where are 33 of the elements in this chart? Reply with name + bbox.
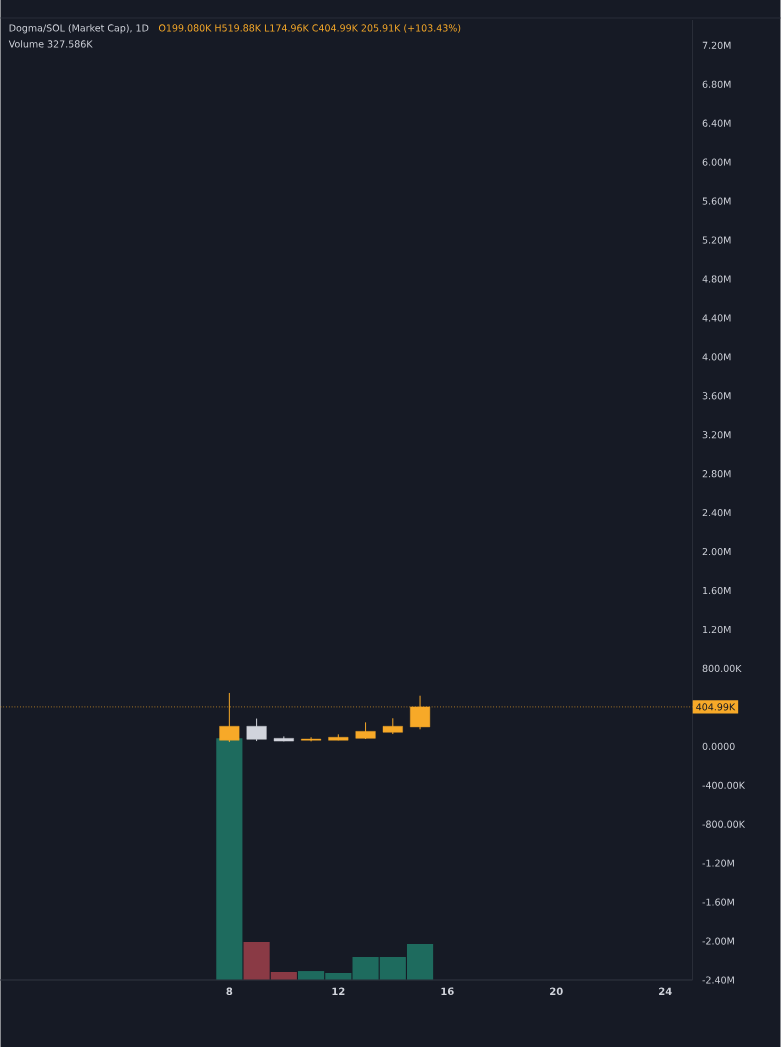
y-tick-label: 800.00K — [702, 664, 742, 673]
y-tick-label: -800.00K — [702, 820, 746, 828]
x-tick-label: 24 — [659, 987, 672, 995]
x-tick-label: 20 — [550, 987, 563, 996]
y-tick-label: -400.00K — [702, 781, 746, 789]
y-tick-label: 3.20M — [702, 431, 731, 439]
y-tick-label: 6.80M — [702, 80, 731, 88]
y-tick-label: 4.80M — [702, 275, 731, 283]
x-tick-label: 12 — [332, 987, 345, 995]
x-tick-label: 8 — [226, 987, 233, 996]
y-tick-label: 7.20M — [702, 41, 731, 49]
y-tick-label: 6.40M — [702, 119, 731, 127]
annotation: O199.080K H519.88K L174.96K C404.99K 205.91K (+103.43%) — [158, 24, 461, 33]
y-tick-label: -1.60M — [702, 898, 734, 906]
y-tick-label: 1.60M — [703, 586, 731, 595]
y-tick-label: 3.60M — [702, 392, 731, 400]
y-tick-label: 2.00M — [702, 548, 731, 556]
y-tick-label: 2.80M — [702, 470, 731, 478]
y-tick-label: 4.40M — [702, 314, 731, 322]
y-tick-label: 0.0000 — [702, 742, 735, 750]
y-tick-label: 6.00M — [702, 158, 731, 166]
y-tick-label: -2.00M — [702, 937, 734, 945]
y-tick-label: 4.00M — [702, 353, 731, 361]
x-tick-label: 16 — [441, 987, 454, 996]
chart-title: Volume 327.586K — [8, 40, 93, 48]
y-tick-label: -1.20M — [702, 859, 734, 867]
y-tick-label: 5.20M — [702, 236, 731, 244]
y-tick-label: 5.60M — [702, 197, 731, 205]
y-tick-label: -2.40M — [702, 976, 734, 984]
ref-line-label: 404.99K — [696, 703, 736, 711]
chart-title: Dogma/SOL (Market Cap), 1D — [9, 24, 149, 34]
y-tick-label: 1.20M — [703, 625, 731, 634]
y-tick-label: 2.40M — [702, 509, 731, 517]
